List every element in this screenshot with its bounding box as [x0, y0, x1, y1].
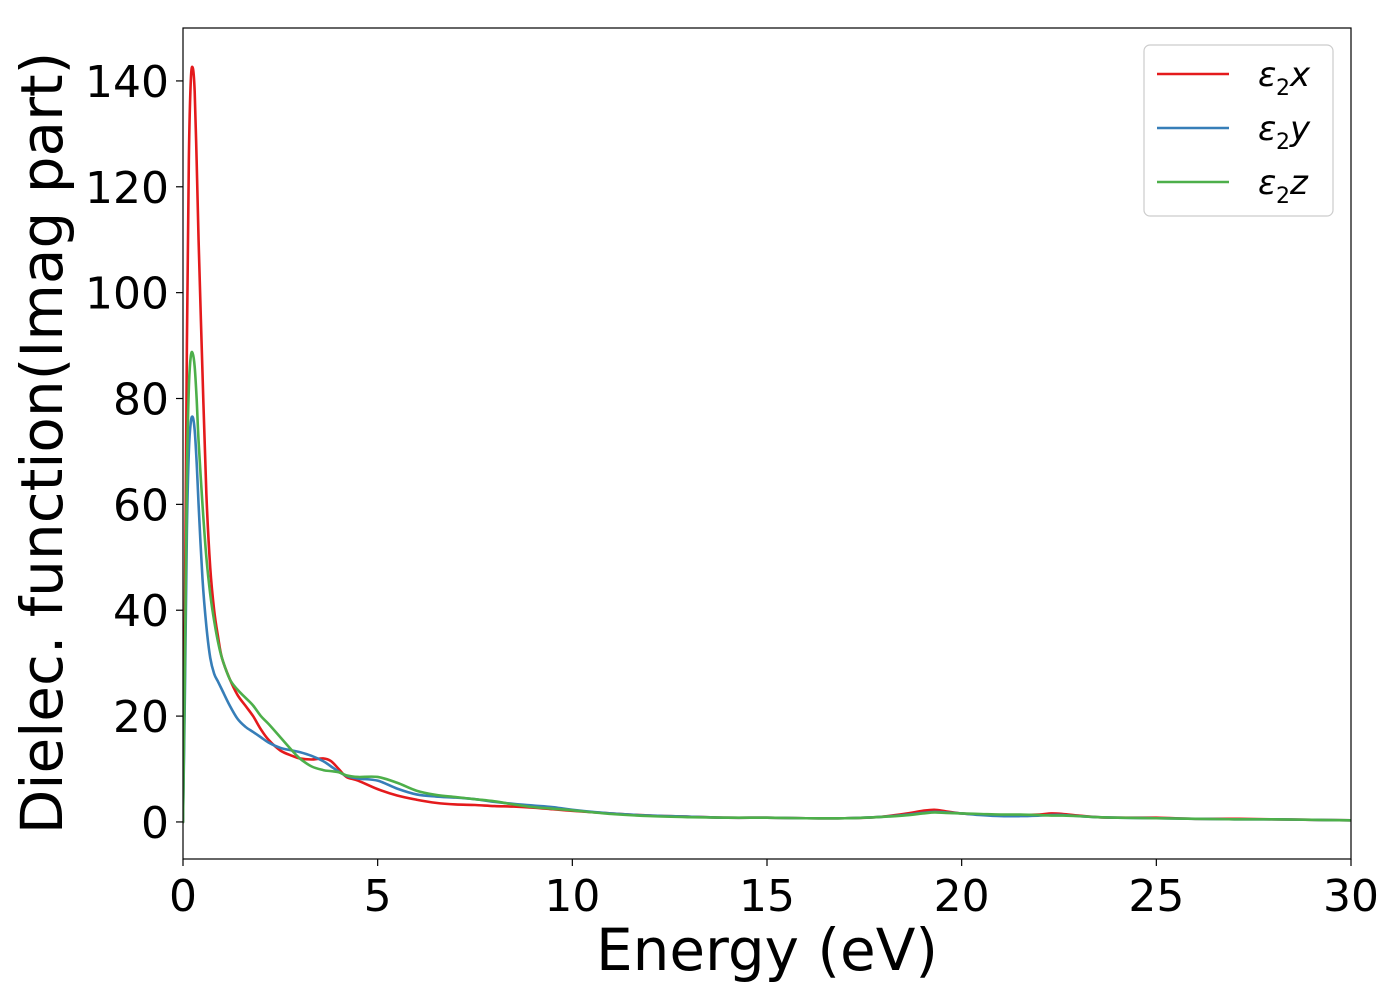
- y-tick-label: 80: [113, 375, 169, 426]
- legend-label-symbol: ε: [1258, 55, 1276, 95]
- legend-label-axis: y: [1289, 109, 1311, 149]
- series-line-z: [183, 350, 1351, 824]
- y-tick-label: 120: [85, 163, 169, 214]
- x-axis-ticks: 0 5 10 15 20 25 30: [169, 859, 1379, 922]
- x-tick-label: 0: [169, 871, 197, 922]
- y-tick-label: 0: [141, 798, 169, 849]
- y-tick-label: 60: [113, 480, 169, 531]
- legend-label-axis: z: [1289, 163, 1309, 203]
- x-axis-title: Energy (eV): [596, 916, 938, 984]
- x-tick-label: 25: [1128, 871, 1184, 922]
- y-tick-label: 20: [113, 692, 169, 743]
- legend-label-symbol: ε: [1258, 163, 1276, 203]
- legend-box: [1143, 44, 1334, 217]
- legend: ε 2 xε 2 yε 2 z: [1143, 44, 1334, 217]
- x-tick-label: 5: [364, 871, 392, 922]
- y-tick-label: 40: [113, 586, 169, 637]
- x-tick-label: 10: [544, 871, 600, 922]
- legend-label-subscript: 2: [1276, 76, 1290, 101]
- legend-label-symbol: ε: [1258, 109, 1276, 149]
- x-tick-label: 30: [1323, 871, 1379, 922]
- y-axis-title: Dielec. function(Imag part): [8, 52, 76, 835]
- y-tick-label: 100: [85, 269, 169, 320]
- legend-label-subscript: 2: [1276, 130, 1290, 155]
- legend-label-axis: x: [1289, 55, 1311, 95]
- legend-label-subscript: 2: [1276, 184, 1290, 209]
- series-layer: [183, 65, 1351, 824]
- x-tick-label: 15: [739, 871, 795, 922]
- y-tick-label: 140: [85, 57, 169, 108]
- x-tick-label: 20: [934, 871, 990, 922]
- y-axis-ticks: 0 20 40 60 80 100 120 140: [85, 57, 183, 849]
